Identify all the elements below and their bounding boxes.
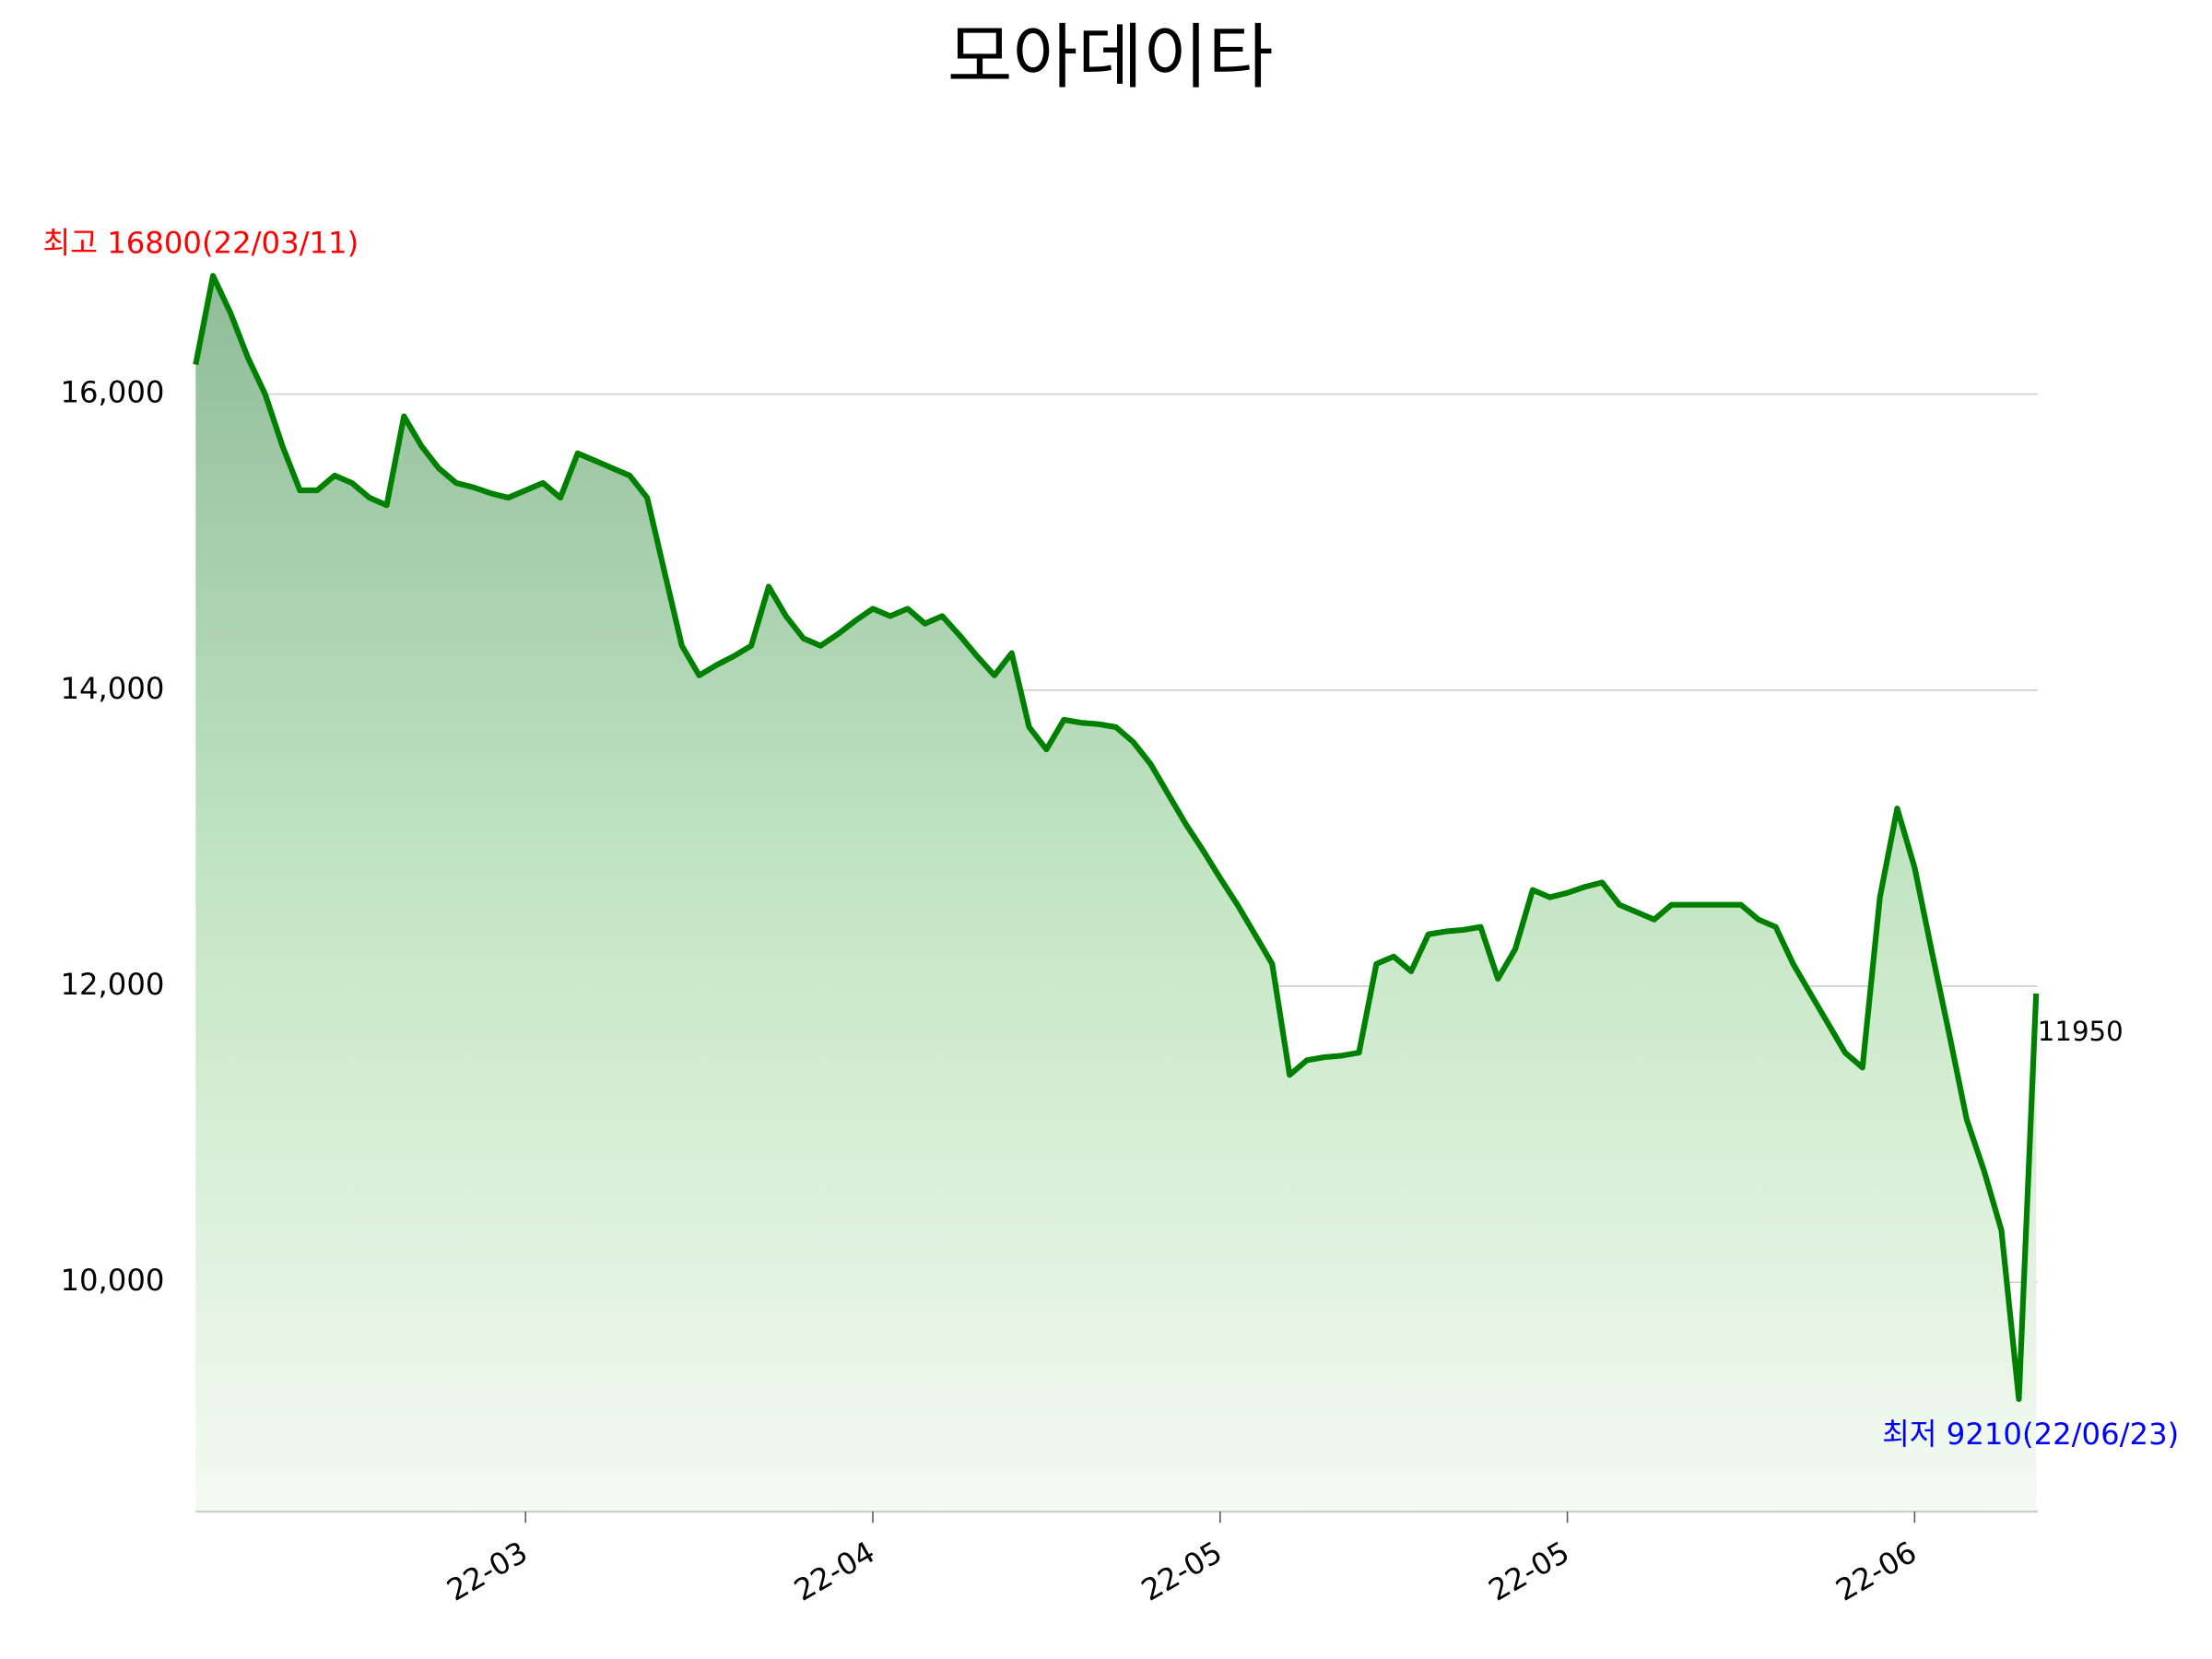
- x-tick-label: 22-03: [441, 1535, 533, 1608]
- x-tick-label: 22-05: [1135, 1535, 1228, 1608]
- y-tick-label: 12,000: [60, 967, 164, 1002]
- chart-title: 모아데이타: [947, 18, 1274, 100]
- area-fill: [195, 276, 2037, 1512]
- y-tick-label: 10,000: [60, 1263, 164, 1298]
- y-tick-label: 16,000: [60, 375, 164, 410]
- x-tick-label: 22-04: [788, 1535, 880, 1608]
- price-line: [193, 273, 2040, 1403]
- y-tick-label: 14,000: [60, 671, 164, 706]
- min-annotation: 최저 9210(22/06/23): [1882, 1417, 2179, 1452]
- x-tick-label: 22-06: [1830, 1535, 1923, 1608]
- x-tick-label: 22-05: [1483, 1535, 1575, 1608]
- last-value-label: 11950: [2038, 1016, 2124, 1047]
- max-annotation: 최고 16800(22/03/11): [43, 225, 359, 260]
